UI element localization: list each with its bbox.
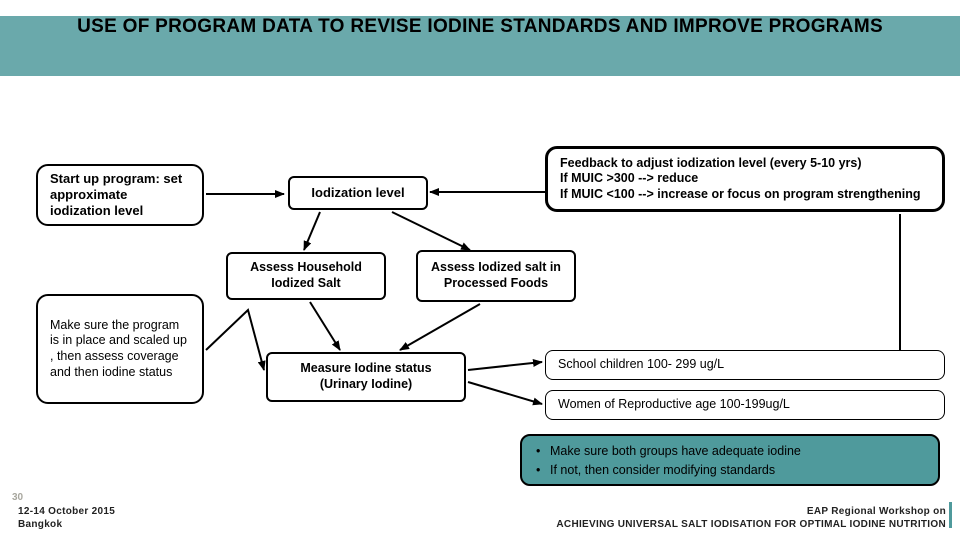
bullet-2: If not, then consider modifying standard… — [550, 461, 926, 480]
box-feedback: Feedback to adjust iodization level (eve… — [545, 146, 945, 212]
arrow-meas-school — [468, 362, 542, 370]
box-iodization-level: Iodization level — [288, 176, 428, 210]
arrow-makesure — [206, 310, 264, 370]
box-assess-household: Assess Household Iodized Salt — [226, 252, 386, 300]
box-school-children: School children 100- 299 ug/L — [545, 350, 945, 380]
arrow-iodlevel-proc — [392, 212, 470, 250]
box-make-sure-program: Make sure the program is in place and sc… — [36, 294, 204, 404]
slide-title: USE OF PROGRAM DATA TO REVISE IODINE STA… — [60, 15, 900, 39]
arrow-proc-meas — [400, 304, 480, 350]
slide-number: 30 — [12, 492, 23, 503]
box-assess-processed-foods: Assess Iodized salt in Processed Foods — [416, 250, 576, 302]
footer-date: 12-14 October 2015 — [18, 506, 115, 517]
footer-accent-bar — [949, 502, 952, 528]
box-women-reproductive: Women of Reproductive age 100-199ug/L — [545, 390, 945, 420]
footer-right: EAP Regional Workshop on ACHIEVING UNIVE… — [556, 505, 946, 531]
arrow-meas-women — [468, 382, 542, 404]
box-startup-program: Start up program: set approximate iodiza… — [36, 164, 204, 226]
footer-left: 12-14 October 2015 Bangkok — [18, 505, 115, 531]
box-measure-iodine-status: Measure Iodine status (Urinary Iodine) — [266, 352, 466, 402]
footer-workshop-1: EAP Regional Workshop on — [807, 506, 946, 517]
footer-location: Bangkok — [18, 519, 62, 530]
box-conclusion-bullets: Make sure both groups have adequate iodi… — [520, 434, 940, 486]
arrow-hh-meas — [310, 302, 340, 350]
bullet-1: Make sure both groups have adequate iodi… — [550, 442, 926, 461]
feedback-line-3: If MUIC <100 --> increase or focus on pr… — [560, 187, 921, 203]
feedback-line-1: Feedback to adjust iodization level (eve… — [560, 156, 921, 172]
footer-workshop-2: ACHIEVING UNIVERSAL SALT IODISATION FOR … — [556, 519, 946, 530]
arrow-iodlevel-hh — [304, 212, 320, 250]
feedback-line-2: If MUIC >300 --> reduce — [560, 171, 921, 187]
